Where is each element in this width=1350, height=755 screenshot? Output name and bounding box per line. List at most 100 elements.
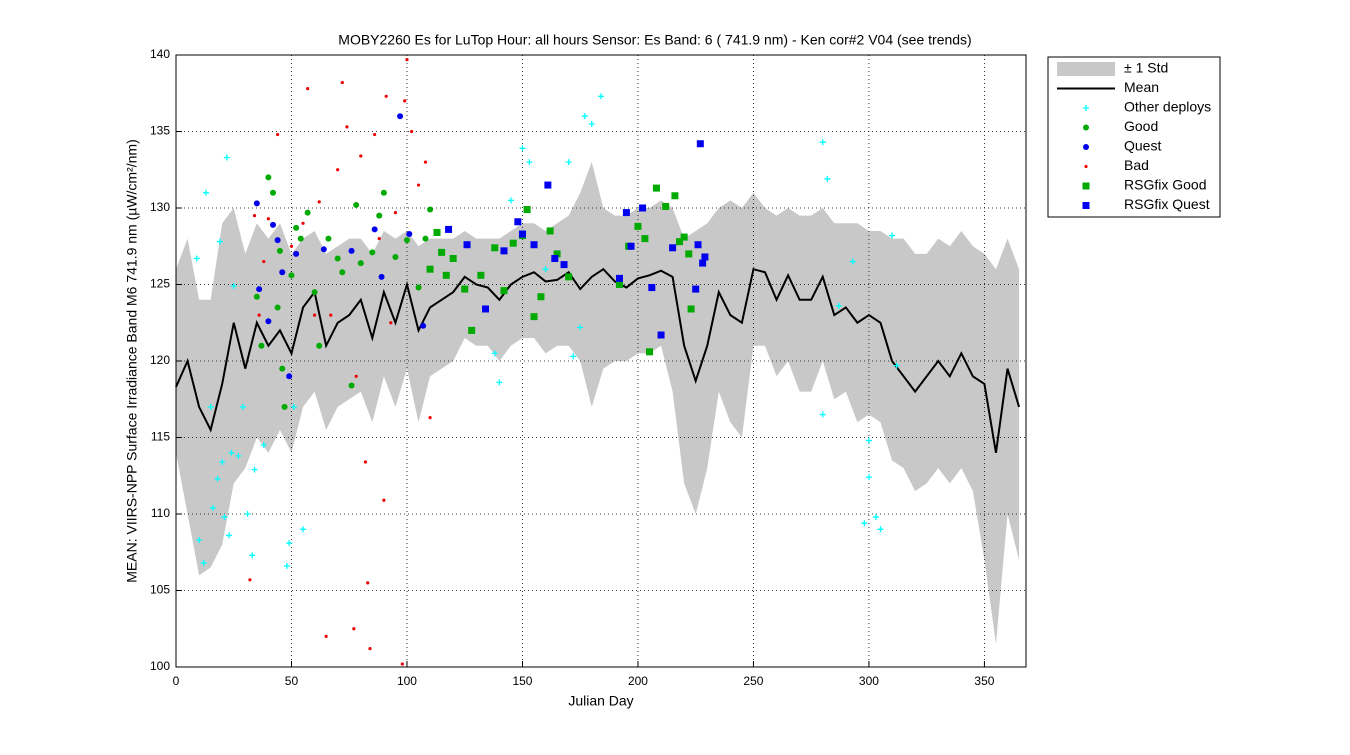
y-tick-label: 125 [150,277,170,291]
marker-square [551,254,559,262]
x-tick-label: 250 [743,674,763,688]
marker-square [509,239,517,247]
marker-square [477,271,485,279]
marker-circle [276,247,283,254]
marker-square [657,331,665,339]
marker-circle [293,250,300,257]
marker-plus [877,526,884,533]
marker-square [652,184,660,192]
marker-plus [239,403,246,410]
marker-plus [286,540,293,547]
marker-circle [293,224,300,231]
marker-plus [244,511,251,517]
marker-circle [369,249,376,256]
marker-square [696,140,704,148]
marker-dot [1084,164,1088,169]
marker-plus [1083,105,1089,111]
marker-square [634,222,642,230]
marker-dot [428,416,432,420]
marker-circle [274,237,281,244]
marker-dot [262,259,266,264]
marker-circle [253,200,260,207]
marker-circle [281,403,288,410]
marker-square [433,228,441,236]
marker-plus [196,537,203,544]
marker-plus [219,458,226,465]
chart-title: MOBY2260 Es for LuTop Hour: all hours Se… [338,32,971,48]
marker-plus [542,266,549,273]
marker-dot [384,94,388,98]
marker-square [461,285,469,293]
marker-circle [406,231,413,238]
y-tick-label: 115 [151,430,170,444]
marker-plus [519,145,526,152]
marker-circle [297,235,304,242]
marker-plus [491,350,498,357]
marker-square [544,181,552,189]
marker-dot [423,160,428,164]
marker-square [463,241,471,249]
marker-dot [276,132,280,137]
marker-plus [283,563,290,570]
marker-plus [251,466,258,473]
marker-square [685,250,693,258]
marker-circle [348,382,355,389]
marker-plus [865,437,872,444]
marker-square [546,227,554,235]
marker-square [662,202,670,210]
marker-dot [354,374,358,378]
marker-circle [256,286,263,293]
marker-plus [226,532,233,539]
marker-plus [260,442,267,449]
marker-plus [893,362,900,369]
y-tick-label: 105 [150,583,170,597]
marker-circle [1083,124,1089,131]
marker-dot [363,460,368,464]
marker-plus [200,559,207,566]
marker-plus [526,159,533,166]
marker-circle [288,272,295,279]
marker-square [530,313,538,321]
marker-circle [286,373,293,380]
marker-square [482,305,490,313]
marker-square [622,209,630,217]
marker-dot [301,221,305,225]
marker-dot [409,129,414,134]
marker-square [680,233,688,241]
x-tick-label: 50 [285,674,299,688]
marker-dot [393,210,398,215]
marker-circle [420,322,427,329]
marker-circle [265,318,272,325]
marker-dot [248,578,252,582]
marker-circle [304,209,311,216]
marker-square [627,242,635,250]
marker-plus [290,403,297,410]
marker-dot [252,214,257,218]
marker-circle [258,342,265,349]
marker-circle [311,289,318,296]
y-tick-label: 120 [150,353,170,367]
marker-dot [403,99,407,103]
marker-square [442,271,450,279]
marker-square [537,293,545,301]
legend-label: Bad [1124,157,1149,173]
marker-plus [819,411,826,418]
marker-plus [216,238,223,245]
std-band [176,162,1020,645]
marker-square [699,259,707,267]
marker-circle [334,255,341,262]
x-tick-label: 0 [173,674,180,688]
marker-dot [382,498,386,502]
marker-circle [279,269,286,276]
marker-plus [835,302,842,309]
marker-square [701,253,709,261]
marker-square [553,250,561,258]
marker-plus [230,283,237,290]
marker-square [518,230,526,238]
marker-dot [312,313,317,317]
marker-square [615,274,623,282]
marker-plus [889,232,896,239]
marker-plus [235,452,242,459]
x-axis-label: Julian Day [568,693,633,709]
